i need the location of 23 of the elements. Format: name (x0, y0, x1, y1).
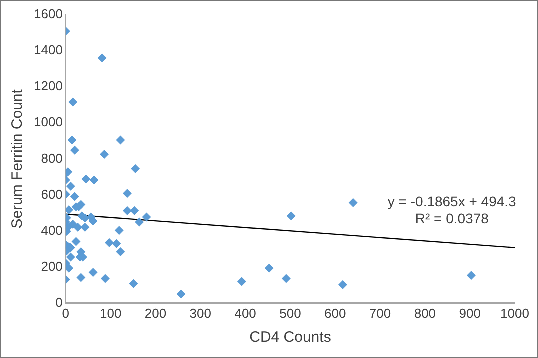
y-tick-label: 200 (41, 258, 63, 274)
y-tick-label: 1400 (34, 42, 63, 58)
x-tick-label: 400 (234, 306, 256, 321)
x-tick-label: 300 (190, 306, 212, 321)
y-tick-label: 0 (56, 294, 63, 310)
x-tick-label: 900 (459, 306, 481, 321)
x-tick-label: 500 (280, 306, 302, 321)
x-tick-label: 800 (414, 306, 436, 321)
y-tick-label: 400 (41, 222, 63, 238)
y-tick-label: 1000 (34, 114, 63, 130)
x-tick-label: 100 (100, 306, 122, 321)
y-tick-label: 800 (41, 150, 63, 166)
x-tick-label: 1000 (500, 306, 530, 321)
y-tick-label: 1200 (34, 78, 63, 94)
x-tick-label: 600 (324, 306, 346, 321)
x-tick-label: 200 (144, 306, 167, 321)
annotation: y = -0.1865x + 494.3 (388, 193, 517, 210)
y-tick-label: 600 (41, 186, 63, 202)
y-axis-title: Serum Ferritin Count (9, 88, 26, 229)
x-tick-label: 700 (369, 306, 392, 321)
y-tick-label: 1600 (34, 6, 63, 22)
annotation: R² = 0.0378 (415, 210, 490, 226)
x-axis-title: CD4 Counts (250, 329, 332, 346)
